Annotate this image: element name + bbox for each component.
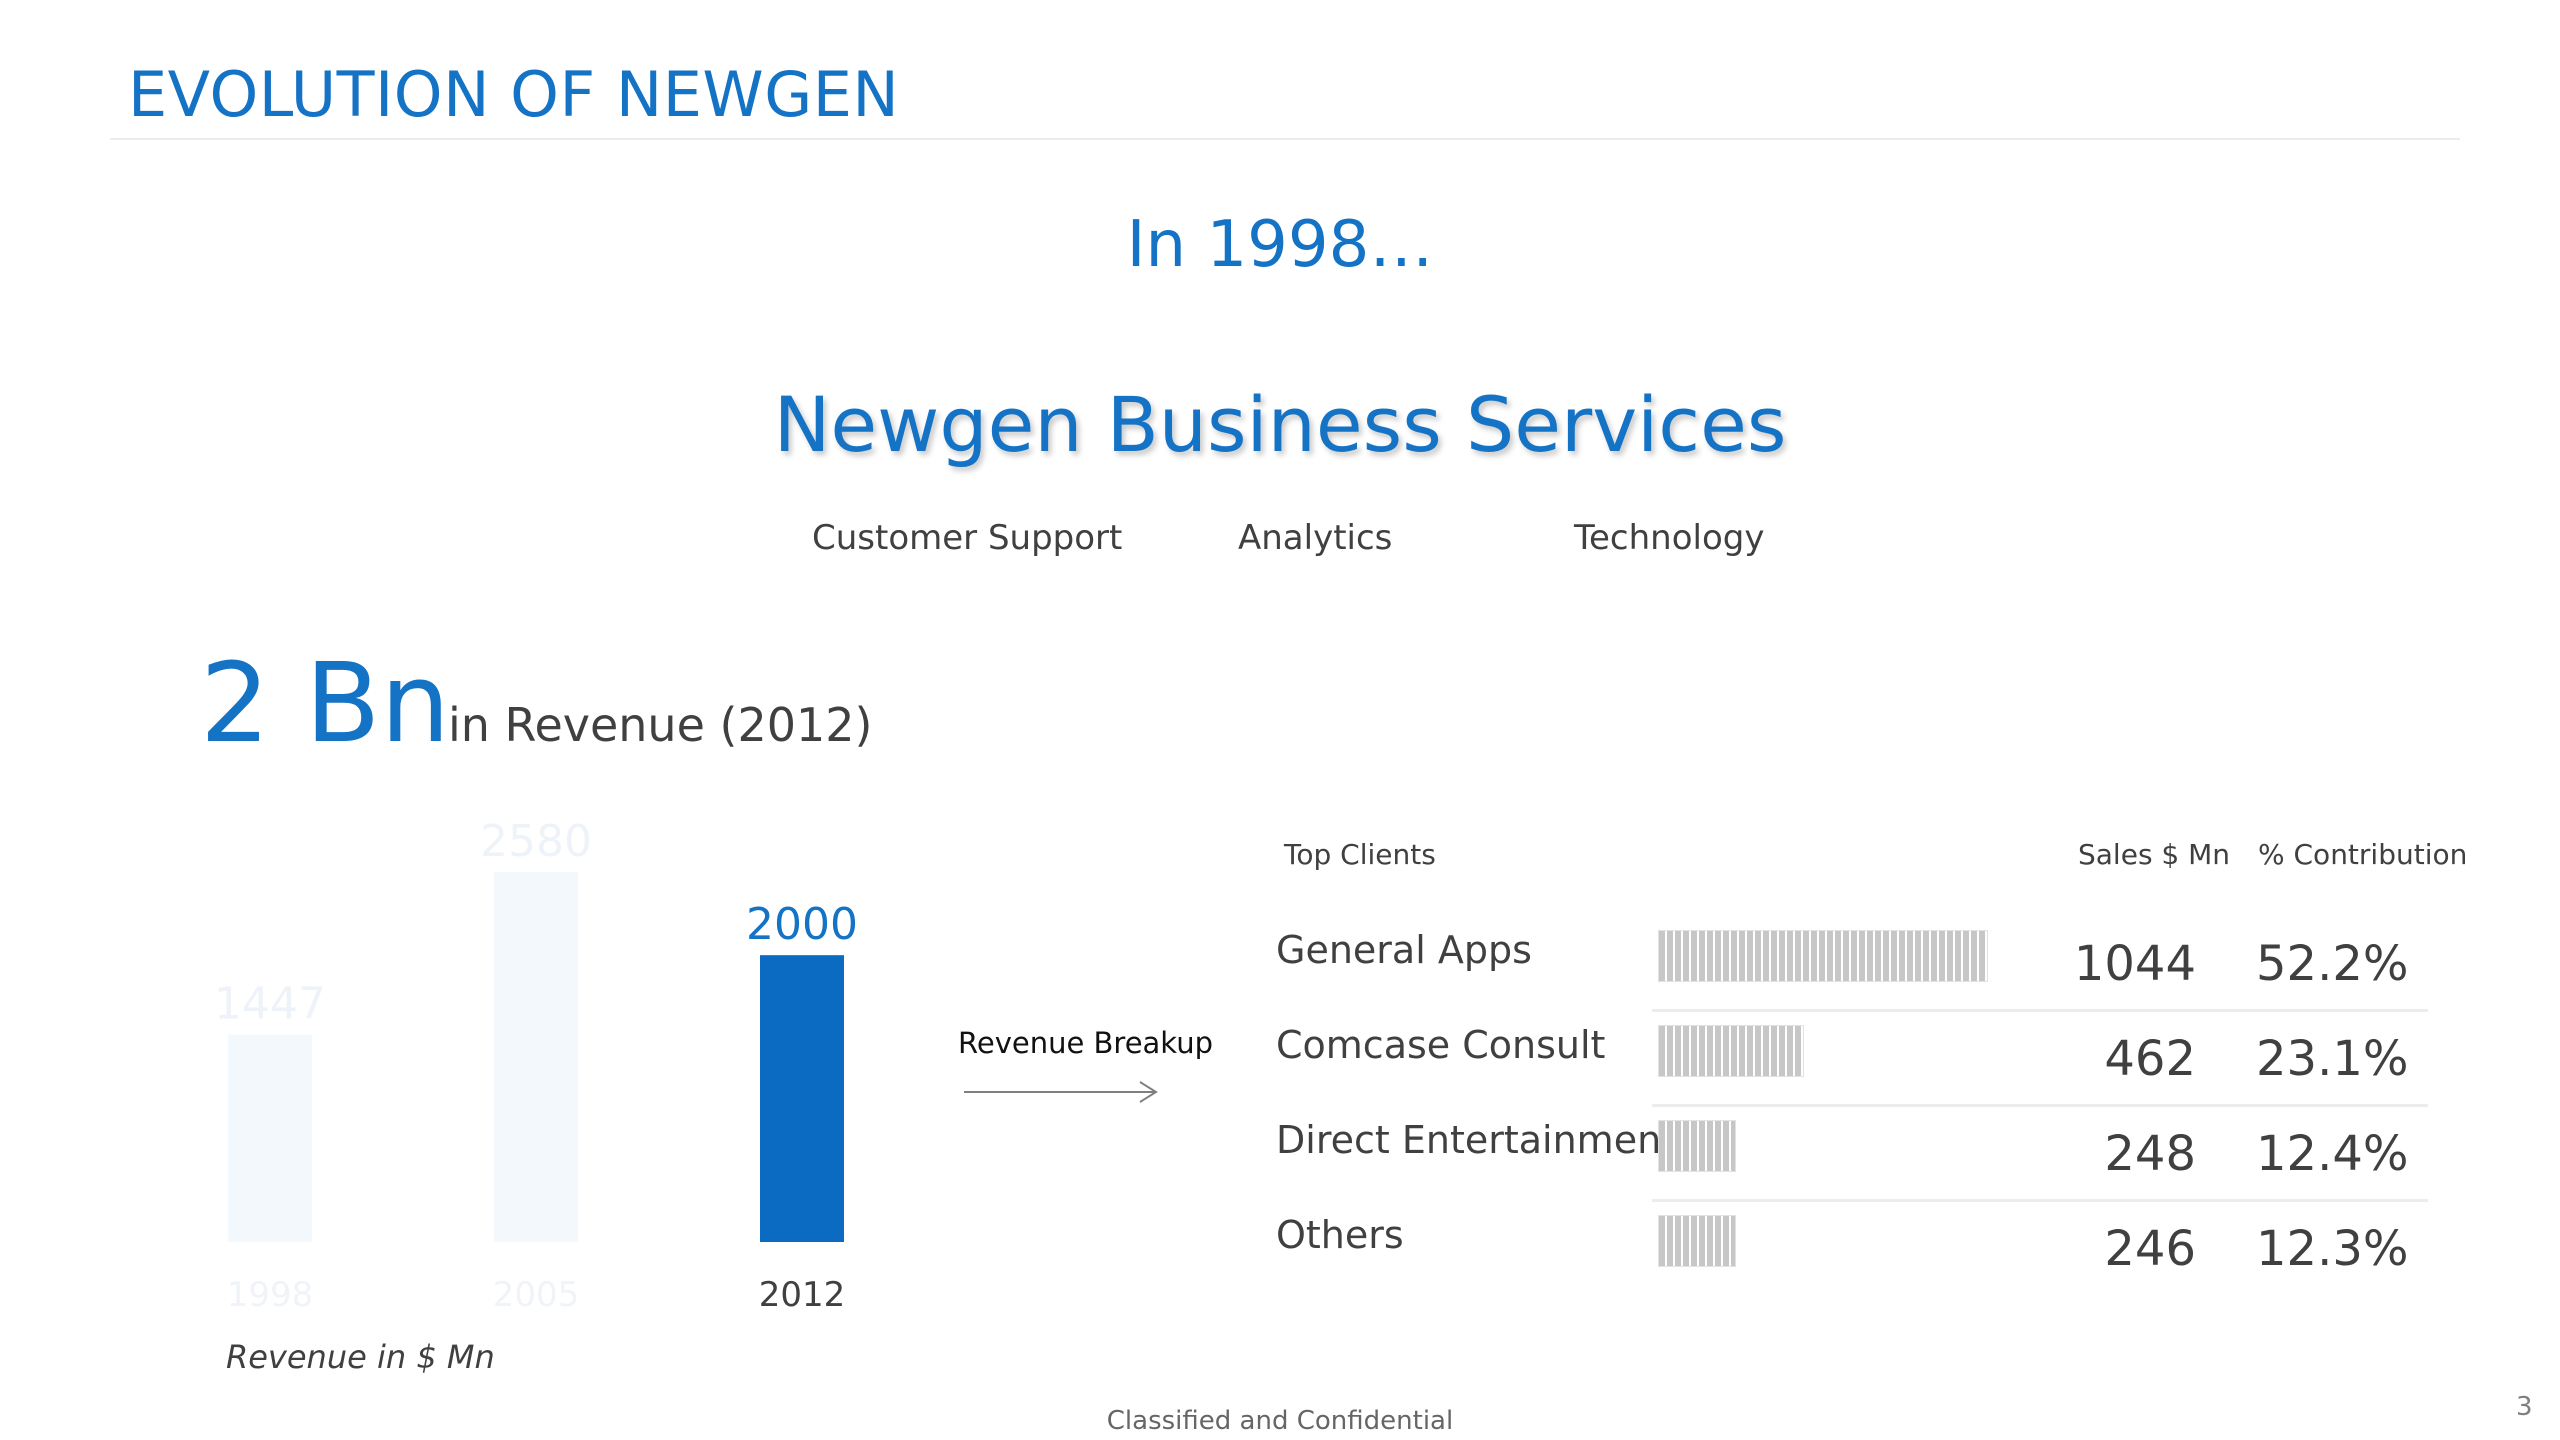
client-name: Others (1276, 1213, 1404, 1257)
revenue-axis-note: Revenue in $ Mn (226, 1338, 495, 1376)
contribution-value: 23.1% (2256, 1031, 2409, 1087)
company-name: Newgen Business Services (773, 380, 1787, 469)
table-row: Others 246 12.3% (1270, 1203, 2428, 1297)
year-tick-label: 2012 (759, 1275, 846, 1315)
sales-bar (1658, 930, 1988, 982)
sales-value: 246 (2104, 1221, 2196, 1277)
revenue-value-label: 1447 (214, 978, 326, 1029)
client-name: General Apps (1276, 928, 1532, 972)
revenue-bar-chart: 1447 1998 2580 2005 2000 2012 (214, 816, 858, 1315)
headline-revenue-figure: 2 Bn (200, 639, 451, 767)
page-number: 3 (2516, 1392, 2533, 1422)
slide-title: EVOLUTION OF NEWGEN (128, 58, 900, 131)
sales-value: 248 (2104, 1126, 2196, 1182)
contribution-value: 12.4% (2256, 1126, 2409, 1182)
client-name: Comcase Consult (1276, 1023, 1606, 1067)
contribution-value: 12.3% (2256, 1221, 2409, 1277)
row-divider (1652, 1009, 2428, 1012)
row-divider (1652, 1104, 2428, 1107)
column-header-contribution: % Contribution (2258, 838, 2468, 871)
table-row: General Apps 1044 52.2% (1270, 918, 2428, 1012)
row-divider (1652, 1199, 2428, 1202)
intro-text: In 1998… (1126, 208, 1434, 282)
year-tick-label: 2005 (493, 1275, 580, 1315)
contribution-value: 52.2% (2256, 936, 2409, 992)
client-name: Direct Entertainment (1276, 1118, 1677, 1162)
revenue-value-label: 2580 (480, 816, 592, 867)
sales-bar (1658, 1025, 1804, 1077)
sales-value: 1044 (2073, 936, 2196, 992)
year-tick-label: 1998 (227, 1275, 314, 1315)
sales-bar (1658, 1215, 1736, 1267)
revenue-bar-1998 (228, 1034, 312, 1242)
right-arrow-icon (964, 1081, 1158, 1103)
revenue-value-label: 2000 (746, 899, 858, 950)
revenue-bar-2012 (760, 955, 844, 1242)
revenue-bar-2005 (494, 872, 578, 1242)
sales-value: 462 (2104, 1031, 2196, 1087)
table-row: Direct Entertainment 248 12.4% (1270, 1108, 2428, 1202)
service-customer-support: Customer Support (812, 518, 1123, 558)
sales-bar (1658, 1120, 1736, 1172)
table-row: Comcase Consult 462 23.1% (1270, 1013, 2428, 1107)
service-analytics: Analytics (1238, 518, 1393, 558)
title-divider (110, 138, 2460, 140)
confidentiality-footer: Classified and Confidential (1106, 1406, 1454, 1436)
service-technology: Technology (1574, 518, 1765, 558)
column-header-top-clients: Top Clients (1284, 838, 1436, 871)
headline-revenue-label: in Revenue (2012) (448, 698, 873, 752)
revenue-breakup-label: Revenue Breakup (958, 1026, 1213, 1060)
column-header-sales: Sales $ Mn (2078, 838, 2231, 871)
